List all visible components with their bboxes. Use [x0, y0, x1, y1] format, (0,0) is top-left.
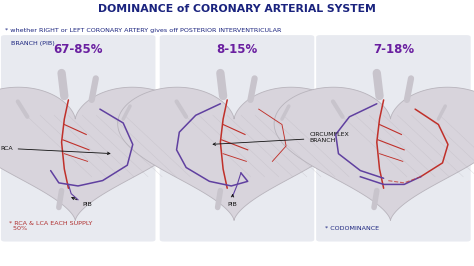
FancyBboxPatch shape [316, 35, 471, 242]
Text: CIRCUMFLEX
BRANCH: CIRCUMFLEX BRANCH [213, 132, 349, 145]
Polygon shape [0, 87, 191, 221]
Text: RCA: RCA [0, 146, 110, 155]
Text: 67-85%: 67-85% [54, 43, 103, 56]
Text: * RCA & LCA EACH SUPPLY
  50%: * RCA & LCA EACH SUPPLY 50% [9, 221, 93, 231]
Text: * CODOMINANCE: * CODOMINANCE [325, 226, 379, 231]
Text: PIB: PIB [227, 194, 237, 207]
Text: BRANCH (PIB): BRANCH (PIB) [5, 41, 55, 46]
Polygon shape [118, 87, 350, 221]
Text: PIB: PIB [72, 197, 92, 207]
Text: 8-15%: 8-15% [216, 43, 258, 56]
Text: * whether RIGHT or LEFT CORONARY ARTERY gives off POSTERIOR INTERVENTRICULAR: * whether RIGHT or LEFT CORONARY ARTERY … [5, 28, 281, 33]
FancyBboxPatch shape [1, 35, 155, 242]
Text: 7-18%: 7-18% [373, 43, 414, 56]
Polygon shape [274, 87, 474, 221]
FancyBboxPatch shape [160, 35, 314, 242]
Text: DOMINANCE of CORONARY ARTERIAL SYSTEM: DOMINANCE of CORONARY ARTERIAL SYSTEM [98, 4, 376, 14]
